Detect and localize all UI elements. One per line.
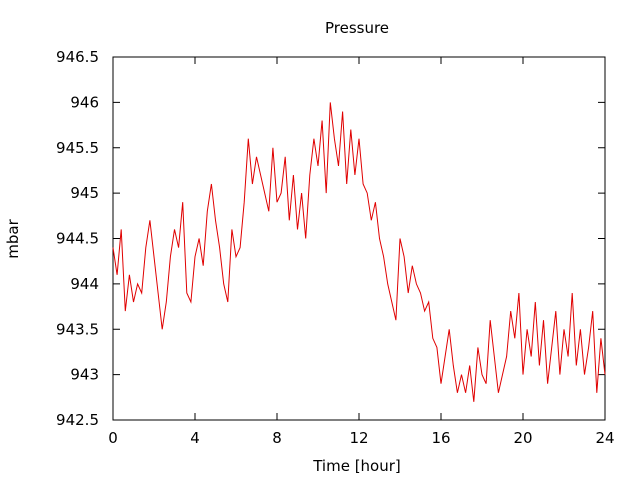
axis-ticks bbox=[112, 56, 606, 421]
y-tick-label: 945 bbox=[70, 184, 99, 202]
y-tick-label: 946.5 bbox=[56, 48, 99, 66]
x-tick-label: 12 bbox=[349, 429, 368, 447]
y-tick-label: 943.5 bbox=[56, 320, 99, 338]
y-tick-label: 942.5 bbox=[56, 411, 99, 429]
x-tick-label: 24 bbox=[595, 429, 614, 447]
y-tick-label: 944 bbox=[70, 275, 99, 293]
x-tick-label: 8 bbox=[272, 429, 282, 447]
y-tick-labels: 942.5 943 943.5 944 944.5 945 945.5 946 946.5 bbox=[56, 48, 99, 429]
y-axis-label: mbar bbox=[4, 218, 22, 258]
x-tick-label: 16 bbox=[431, 429, 450, 447]
y-tick-label: 945.5 bbox=[56, 139, 99, 157]
y-tick-label: 943 bbox=[70, 366, 99, 384]
chart-title: Pressure bbox=[325, 19, 389, 37]
y-tick-label: 946 bbox=[70, 93, 99, 111]
x-axis-label: Time [hour] bbox=[312, 457, 401, 475]
x-tick-label: 4 bbox=[190, 429, 200, 447]
x-tick-label: 0 bbox=[108, 429, 118, 447]
pressure-series-line bbox=[112, 102, 606, 402]
plot-frame bbox=[112, 56, 606, 421]
x-tick-labels: 0 4 8 12 16 20 24 bbox=[108, 429, 614, 447]
x-tick-label: 20 bbox=[513, 429, 532, 447]
y-tick-label: 944.5 bbox=[56, 230, 99, 248]
